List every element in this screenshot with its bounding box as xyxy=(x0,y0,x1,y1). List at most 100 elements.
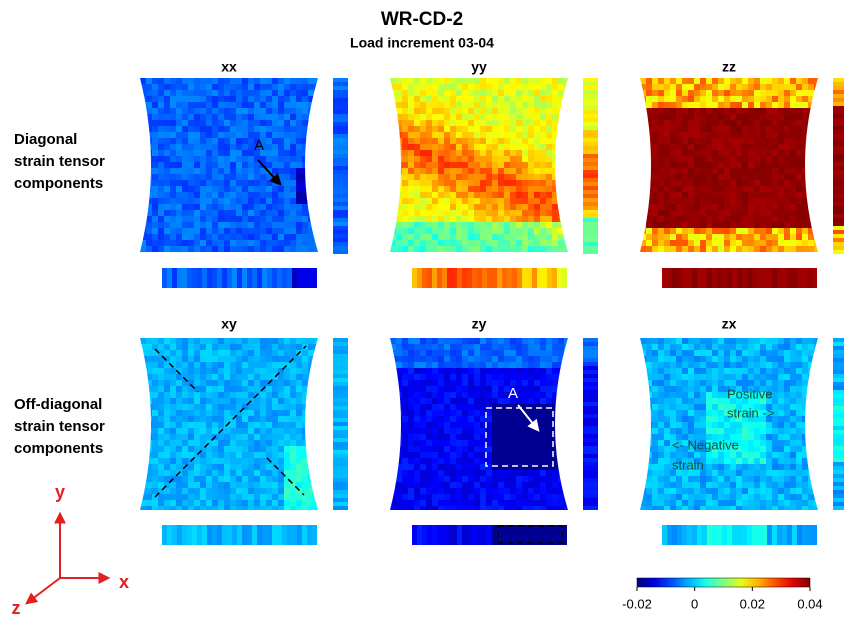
cell xyxy=(676,96,682,102)
cell xyxy=(266,398,272,404)
cell xyxy=(146,368,152,374)
cell xyxy=(140,96,146,102)
cell xyxy=(152,446,158,452)
cell xyxy=(462,210,468,216)
cell xyxy=(583,166,598,170)
cell xyxy=(200,488,206,494)
cell xyxy=(558,416,564,422)
cell xyxy=(486,228,492,234)
cell xyxy=(450,464,456,470)
cell xyxy=(140,422,146,428)
cell xyxy=(462,162,468,168)
cell xyxy=(558,350,564,356)
cell xyxy=(516,428,522,434)
cell xyxy=(290,198,296,204)
cell xyxy=(218,392,224,398)
cell xyxy=(158,90,164,96)
cell xyxy=(272,228,278,234)
cell xyxy=(333,418,348,422)
cell xyxy=(772,132,778,138)
cell xyxy=(796,210,802,216)
cell xyxy=(314,434,320,440)
cell xyxy=(308,186,314,192)
cell xyxy=(528,240,534,246)
cell xyxy=(784,126,790,132)
cell xyxy=(564,404,570,410)
cell xyxy=(444,216,450,222)
cell xyxy=(278,464,284,470)
cell xyxy=(188,470,194,476)
cell xyxy=(552,114,558,120)
cell xyxy=(766,102,772,108)
cell xyxy=(224,380,230,386)
cell xyxy=(314,120,320,126)
cell xyxy=(784,96,790,102)
cell xyxy=(278,210,284,216)
cell xyxy=(426,464,432,470)
cell xyxy=(546,488,552,494)
cell xyxy=(236,422,242,428)
cell xyxy=(176,240,182,246)
cell xyxy=(432,78,438,84)
cell xyxy=(408,162,414,168)
cell xyxy=(200,216,206,222)
cell xyxy=(480,78,486,84)
cell xyxy=(504,344,510,350)
cell xyxy=(260,198,266,204)
cell xyxy=(833,174,844,178)
cell xyxy=(730,222,736,228)
cell xyxy=(724,210,730,216)
cell xyxy=(152,126,158,132)
cell xyxy=(266,192,272,198)
cell xyxy=(420,90,426,96)
cell xyxy=(688,108,694,114)
cell xyxy=(522,434,528,440)
cell xyxy=(754,144,760,150)
cell xyxy=(224,240,230,246)
cell xyxy=(254,204,260,210)
cell xyxy=(200,78,206,84)
cell xyxy=(284,398,290,404)
cell xyxy=(284,338,290,344)
cell xyxy=(510,506,516,512)
cell xyxy=(516,246,522,252)
cell xyxy=(540,506,546,512)
cell xyxy=(564,392,570,398)
cell xyxy=(748,126,754,132)
cell xyxy=(760,180,766,186)
cell xyxy=(164,452,170,458)
cell xyxy=(682,362,688,368)
cell xyxy=(254,246,260,252)
cell xyxy=(724,204,730,210)
strain-map xyxy=(640,338,820,512)
cell xyxy=(504,356,510,362)
cell xyxy=(170,380,176,386)
cell xyxy=(814,240,820,246)
cell xyxy=(426,506,432,512)
cell xyxy=(158,464,164,470)
cell xyxy=(583,370,598,374)
cell xyxy=(552,186,558,192)
cell xyxy=(260,96,266,102)
cell xyxy=(390,246,396,252)
cell xyxy=(748,246,754,252)
cell xyxy=(833,206,844,210)
cell xyxy=(712,156,718,162)
cell xyxy=(534,84,540,90)
cell xyxy=(640,338,646,344)
cell xyxy=(736,344,742,350)
cell xyxy=(140,494,146,500)
cell xyxy=(176,162,182,168)
cell xyxy=(504,132,510,138)
cell xyxy=(236,506,242,512)
cell xyxy=(796,162,802,168)
cell xyxy=(333,502,348,506)
cell xyxy=(534,452,540,458)
cell xyxy=(284,464,290,470)
cell xyxy=(564,132,570,138)
cell xyxy=(583,122,598,126)
cell xyxy=(444,108,450,114)
cell xyxy=(772,234,778,240)
cell xyxy=(534,234,540,240)
cell xyxy=(248,374,254,380)
